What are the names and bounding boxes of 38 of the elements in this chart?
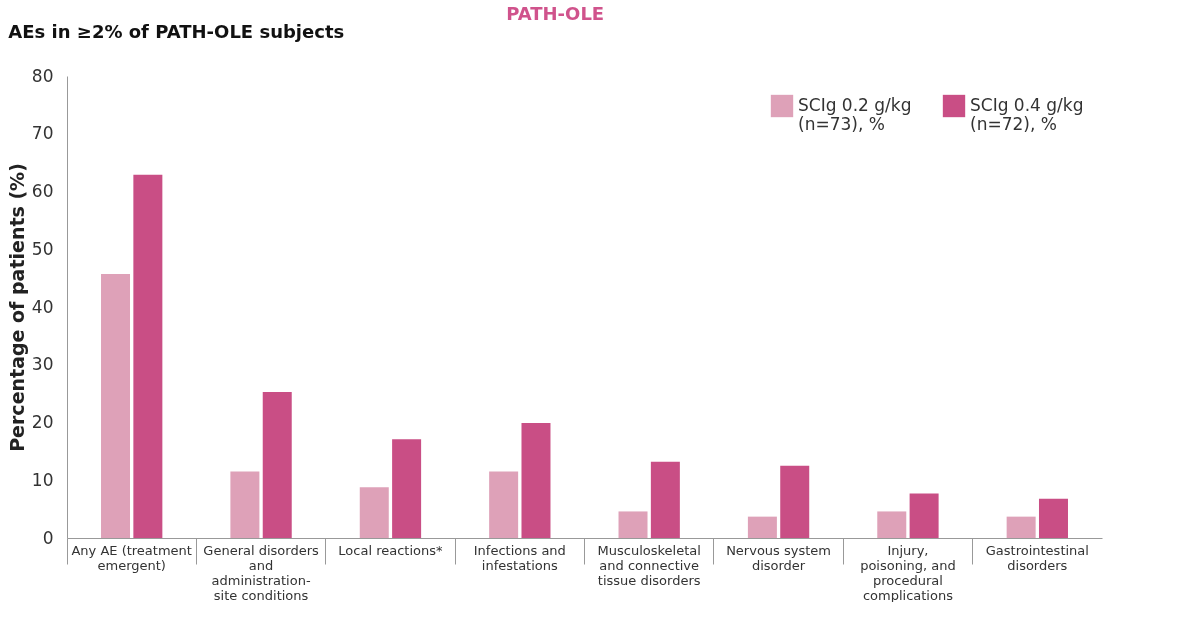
x-tick-label: Musculoskeletal and connective tissue disorders — [597, 542, 701, 588]
bar — [909, 493, 939, 538]
y-tick-label: 10 — [31, 469, 54, 490]
bar — [618, 511, 648, 538]
legend-label: SCIg 0.4 g/kg (n=72), % — [970, 95, 1084, 134]
bar — [1038, 498, 1068, 538]
x-tick-label: Gastrointestinal disorders — [985, 542, 1089, 573]
bar — [521, 423, 551, 538]
y-tick-label: 70 — [31, 123, 54, 144]
x-tick-label: Local reactions* — [338, 542, 444, 558]
chart-title: PATH-OLE — [506, 3, 605, 24]
bar — [359, 487, 389, 538]
bar — [780, 465, 810, 538]
bar — [101, 274, 131, 538]
bar — [489, 471, 519, 538]
x-tick-label: Injury, poisoning, and procedural complications — [860, 542, 956, 603]
y-tick-label: 0 — [42, 527, 54, 548]
bar — [650, 461, 680, 538]
legend-label: SCIg 0.2 g/kg (n=73), % — [798, 95, 912, 134]
y-tick-label: 20 — [31, 412, 54, 432]
x-tick-label: Any AE (treatment emergent) — [71, 542, 192, 573]
chart-subtitle: AEs in ≥2% of PATH-OLE subjects — [8, 21, 345, 42]
bar — [133, 174, 163, 538]
bar — [1006, 516, 1036, 538]
y-tick-label: 80 — [31, 65, 54, 86]
x-tick-label: General disorders and administration-site conditions — [203, 542, 319, 603]
y-tick-label: 30 — [31, 354, 54, 375]
bar — [262, 391, 292, 538]
x-tick-label: Nervous system disorder — [726, 542, 831, 573]
bar — [877, 511, 907, 538]
y-tick-label: 60 — [31, 181, 54, 201]
x-tick-label: Infections and infestations — [473, 542, 566, 573]
bar — [230, 471, 260, 538]
y-axis-title: Percentage of patients (%) — [5, 163, 28, 452]
y-tick-label: 40 — [31, 296, 54, 317]
y-tick-label: 50 — [31, 238, 54, 259]
bar — [392, 439, 422, 538]
bar — [747, 516, 777, 538]
